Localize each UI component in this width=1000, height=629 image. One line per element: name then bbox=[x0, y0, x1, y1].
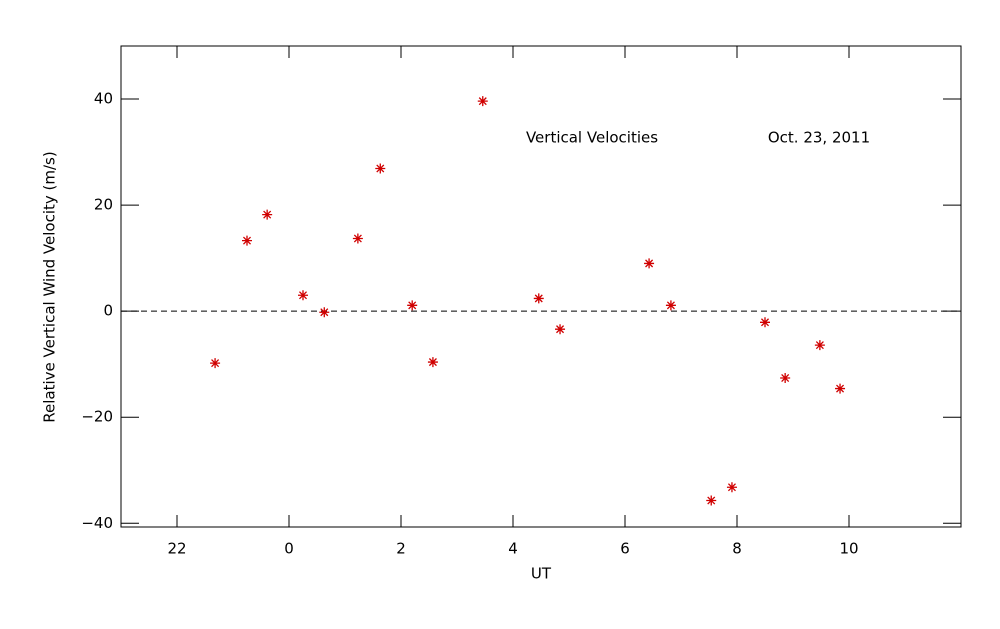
point bbox=[555, 324, 566, 335]
point bbox=[210, 358, 221, 369]
y-tick-label: 0 bbox=[103, 302, 113, 320]
point bbox=[477, 96, 488, 107]
point bbox=[706, 495, 717, 506]
point bbox=[726, 482, 737, 493]
point bbox=[665, 300, 676, 311]
point bbox=[835, 383, 846, 394]
point bbox=[760, 317, 770, 328]
point bbox=[319, 307, 330, 318]
x-tick-label: 22 bbox=[167, 540, 186, 558]
x-tick-label: 10 bbox=[839, 540, 858, 558]
point bbox=[427, 357, 438, 368]
point bbox=[533, 293, 544, 304]
x-tick-label: 8 bbox=[732, 540, 742, 558]
x-tick-label: 2 bbox=[396, 540, 406, 558]
point bbox=[352, 233, 363, 244]
x-tick-label: 6 bbox=[620, 540, 630, 558]
y-tick-label: −40 bbox=[81, 514, 113, 532]
point bbox=[375, 163, 386, 174]
annotation: Oct. 23, 2011 bbox=[768, 129, 870, 147]
point bbox=[780, 372, 791, 383]
x-axis-label: UT bbox=[531, 565, 552, 583]
point bbox=[298, 290, 308, 301]
y-tick-label: 20 bbox=[94, 196, 113, 214]
plot-frame bbox=[120, 45, 962, 528]
y-tick-label: 40 bbox=[94, 90, 113, 108]
point bbox=[242, 235, 252, 246]
x-tick-label: 4 bbox=[508, 540, 518, 558]
x-tick-label: 0 bbox=[284, 540, 294, 558]
y-axis-label: Relative Vertical Wind Velocity (m/s) bbox=[41, 151, 59, 422]
point bbox=[262, 209, 273, 220]
point bbox=[407, 300, 418, 311]
point bbox=[644, 258, 655, 269]
point bbox=[814, 340, 825, 351]
annotation: Vertical Velocities bbox=[526, 129, 658, 147]
y-tick-label: −20 bbox=[81, 408, 113, 426]
